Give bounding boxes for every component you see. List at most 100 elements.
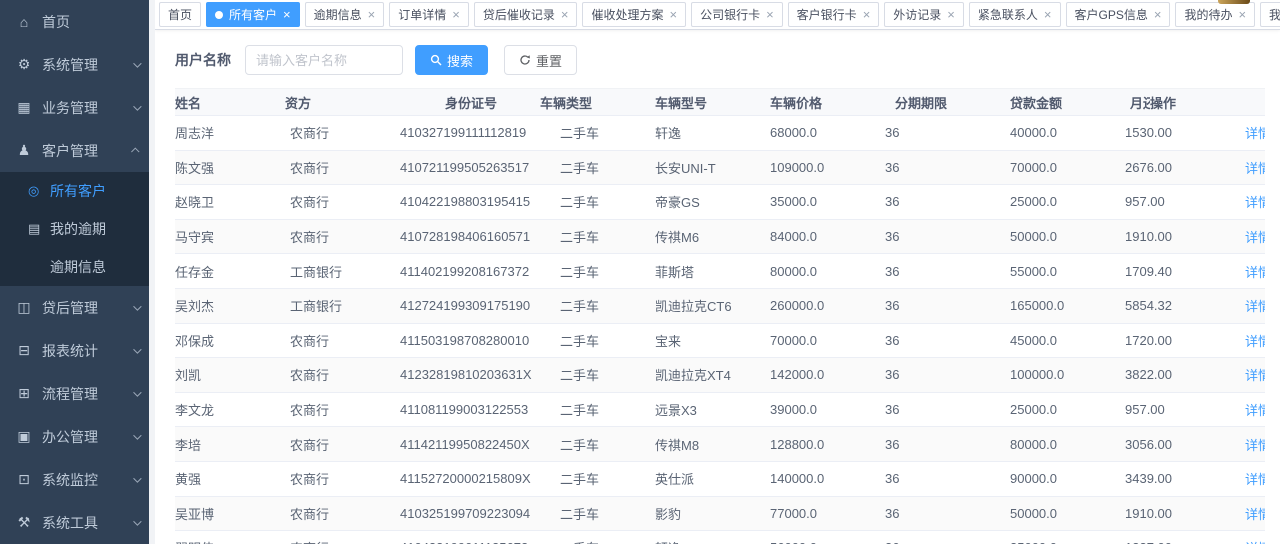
- tab-label: 所有客户: [229, 8, 278, 22]
- detail-link[interactable]: 详情: [1245, 541, 1265, 544]
- tab-company-bank-card[interactable]: 公司银行卡 ×: [691, 2, 783, 27]
- customer-mgmt-submenu: ◎ 所有客户 ▤ 我的逾期 逾期信息: [0, 172, 155, 286]
- detail-link[interactable]: 详情: [1245, 126, 1265, 142]
- search-button-label: 搜索: [447, 53, 474, 69]
- sidebar-subitem-label: 所有客户: [50, 183, 106, 199]
- close-icon[interactable]: ×: [947, 7, 955, 22]
- cell-term: 36: [885, 229, 900, 245]
- cell-vehicle-type: 二手车: [560, 333, 600, 349]
- table-header-cell: 资方: [285, 95, 312, 111]
- cell-vehicle-type: 二手车: [560, 472, 600, 488]
- cell-id-number: 410422198803195415: [400, 194, 531, 210]
- sidebar-item-process-mgmt[interactable]: ⊞ 流程管理: [0, 372, 155, 415]
- cell-name: 黄强: [175, 472, 202, 488]
- detail-link[interactable]: 详情: [1245, 230, 1265, 246]
- cell-monthly-payment: 1910.00: [1125, 229, 1172, 245]
- cell-vehicle-price: 260000.0: [770, 298, 825, 314]
- close-icon[interactable]: ×: [1153, 7, 1162, 22]
- sidebar-bottom-group: ◫ 贷后管理 ⊟ 报表统计 ⊞ 流程管理 ▣ 办公管理: [0, 286, 155, 544]
- cell-funder: 工商银行: [290, 264, 343, 280]
- tab-order-details[interactable]: 订单详情 ×: [389, 2, 469, 27]
- sidebar-item-label: 系统管理: [42, 56, 98, 73]
- sidebar-item-home[interactable]: ⌂ 首页: [0, 0, 155, 43]
- customer-table: 姓名 资方 身份证号 车辆类型 车辆型号 车辆价格 分期期限 贷款金额 月还款 …: [175, 88, 1265, 544]
- sidebar-item-business-mgmt[interactable]: ▦ 业务管理: [0, 86, 155, 129]
- cell-name: 任存金: [175, 264, 215, 280]
- tab-label: 客户银行卡: [796, 8, 857, 22]
- tab-overdue-info[interactable]: 逾期信息 ×: [304, 2, 385, 27]
- tab-label: 逾期信息: [313, 8, 362, 22]
- detail-link[interactable]: 详情: [1245, 264, 1265, 280]
- detail-link[interactable]: 详情: [1245, 160, 1265, 176]
- reset-button[interactable]: 重置: [504, 45, 578, 75]
- tab-collection-plan[interactable]: 催收处理方案 ×: [582, 2, 687, 27]
- cell-vehicle-price: 35000.0: [770, 194, 817, 210]
- tab-my-process[interactable]: 我的流程 ×: [1260, 2, 1280, 27]
- sidebar-item-office-mgmt[interactable]: ▣ 办公管理: [0, 415, 155, 458]
- close-icon[interactable]: ×: [283, 7, 291, 22]
- tab-label: 订单详情: [398, 8, 447, 22]
- chevron-down-icon: [133, 101, 142, 111]
- detail-link[interactable]: 详情: [1245, 506, 1265, 522]
- tab-customer-gps[interactable]: 客户GPS信息 ×: [1065, 2, 1171, 27]
- sidebar-item-system-tools[interactable]: ⚒ 系统工具: [0, 501, 155, 544]
- cell-vehicle-model: 轩逸: [655, 538, 770, 544]
- cell-funder: 农商行: [290, 333, 330, 349]
- tab-bar: 首页 所有客户 × 逾期信息 × 订单详情 ×: [155, 0, 1280, 30]
- office-icon: ▣: [17, 428, 31, 444]
- tab-home[interactable]: 首页: [159, 2, 202, 27]
- close-icon[interactable]: ×: [669, 7, 678, 22]
- tab-emergency-contacts[interactable]: 紧急联系人 ×: [968, 2, 1061, 27]
- sidebar-item-system-monitor[interactable]: ⊡ 系统监控: [0, 458, 155, 501]
- tab-customer-bank-card[interactable]: 客户银行卡 ×: [787, 2, 880, 27]
- sidebar-item-my-overdue[interactable]: ▤ 我的逾期: [0, 210, 155, 248]
- close-icon[interactable]: ×: [560, 7, 569, 22]
- cell-funder: 农商行: [290, 472, 330, 488]
- cell-term: 36: [885, 367, 900, 383]
- chevron-down-icon: [133, 516, 142, 526]
- close-icon[interactable]: ×: [766, 7, 774, 22]
- detail-link[interactable]: 详情: [1245, 195, 1265, 211]
- sidebar-item-postloan-mgmt[interactable]: ◫ 贷后管理: [0, 286, 155, 329]
- tab-label: 催收处理方案: [591, 8, 664, 22]
- detail-link[interactable]: 详情: [1245, 299, 1265, 315]
- tools-icon: ⚒: [17, 514, 31, 530]
- cell-monthly-payment: 1709.40: [1125, 263, 1172, 279]
- close-icon[interactable]: ×: [367, 7, 376, 22]
- search-button[interactable]: 搜索: [415, 45, 489, 75]
- detail-link[interactable]: 详情: [1245, 472, 1265, 488]
- sidebar-item-customer-mgmt[interactable]: ♟ 客户管理: [0, 129, 155, 172]
- sidebar-item-overdue-info[interactable]: 逾期信息: [0, 248, 155, 286]
- cell-monthly-payment: 3822.00: [1125, 367, 1172, 383]
- close-icon[interactable]: ×: [862, 7, 871, 22]
- cell-vehicle-price: 77000.0: [770, 505, 817, 521]
- tab-label: 公司银行卡: [700, 8, 761, 22]
- cell-vehicle-type: 二手车: [560, 403, 600, 419]
- table-header-cell: 分期期限: [895, 95, 948, 111]
- detail-link[interactable]: 详情: [1245, 403, 1265, 419]
- tab-all-customers[interactable]: 所有客户 ×: [206, 2, 300, 27]
- loan-icon: ◫: [17, 299, 31, 315]
- sidebar-item-report-stats[interactable]: ⊟ 报表统计: [0, 329, 155, 372]
- cell-id-number: 41152720000215809X: [400, 471, 531, 487]
- cell-term: 36: [885, 125, 900, 141]
- tab-collection-records[interactable]: 贷后催收记录 ×: [473, 2, 578, 27]
- close-icon[interactable]: ×: [1238, 7, 1247, 22]
- detail-link[interactable]: 详情: [1245, 437, 1265, 453]
- customer-name-input[interactable]: [245, 45, 403, 75]
- close-icon[interactable]: ×: [452, 7, 460, 22]
- table-header-cell: 车辆型号: [655, 95, 708, 111]
- cell-vehicle-model: 长安UNI-T: [655, 160, 716, 176]
- table-row: 邓保成 农商行 411503198708280010 二手车 宝来 70000.…: [175, 324, 1265, 359]
- detail-link[interactable]: 详情: [1245, 368, 1265, 384]
- sidebar-item-all-customers[interactable]: ◎ 所有客户: [0, 172, 155, 210]
- close-icon[interactable]: ×: [1043, 7, 1052, 22]
- sidebar-item-system-mgmt[interactable]: ⚙ 系统管理: [0, 43, 155, 86]
- tab-visit-records[interactable]: 外访记录 ×: [884, 2, 964, 27]
- cell-vehicle-model: 轩逸: [655, 126, 682, 142]
- cell-vehicle-model: 凯迪拉克XT4: [655, 368, 731, 384]
- cell-id-number: 411402199208167372: [400, 263, 530, 279]
- cell-loan-amount: 50000.0: [1010, 229, 1057, 245]
- detail-link[interactable]: 详情: [1245, 333, 1265, 349]
- tab-my-todo[interactable]: 我的待办 ×: [1175, 2, 1256, 27]
